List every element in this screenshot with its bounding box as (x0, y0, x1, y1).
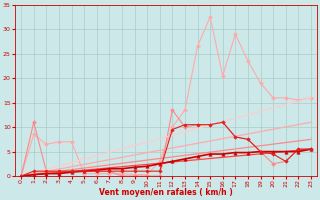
X-axis label: Vent moyen/en rafales ( km/h ): Vent moyen/en rafales ( km/h ) (99, 188, 233, 197)
